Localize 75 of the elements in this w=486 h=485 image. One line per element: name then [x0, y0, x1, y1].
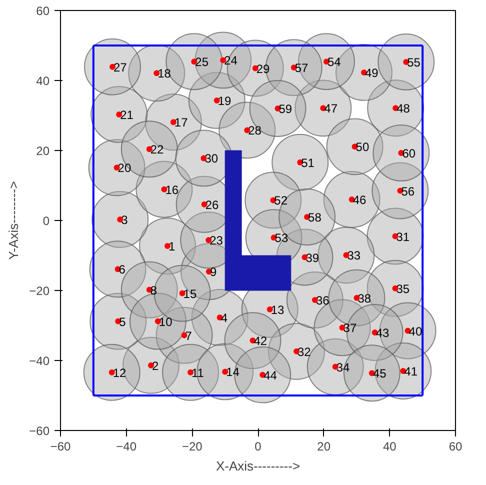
y-tick-label: −60 [29, 424, 50, 438]
annotation: 49 [364, 66, 379, 80]
x-tick-label: 40 [382, 440, 397, 454]
annotation: 32 [298, 344, 312, 359]
annotation: 36 [316, 293, 330, 308]
annotation: 43 [376, 326, 390, 340]
x-tick-label: −40 [116, 440, 137, 454]
annotation: 59 [278, 102, 292, 116]
annotation: 16 [165, 182, 179, 197]
annotation: 34 [336, 360, 350, 374]
annotation: 60 [402, 146, 416, 160]
annotation: 11 [192, 366, 204, 380]
y-tick-label: 20 [36, 144, 50, 158]
annotation: 52 [274, 194, 288, 208]
annotation: 13 [270, 302, 285, 317]
annotation: 7 [185, 328, 192, 343]
annotation: 38 [358, 291, 372, 306]
annotation: 57 [294, 61, 309, 76]
annotation: 15 [183, 286, 197, 301]
annotation: 26 [205, 198, 220, 212]
x-tick-label: −20 [182, 440, 203, 454]
annotation: 17 [174, 116, 188, 130]
y-tick-label: −40 [29, 354, 50, 368]
y-tick-label: 0 [42, 214, 50, 228]
annotation: 48 [396, 102, 410, 116]
annotation: 31 [396, 230, 410, 244]
annotation: 50 [356, 140, 370, 154]
annotation: 55 [407, 55, 421, 70]
annotation: 27 [114, 60, 128, 74]
annotation: 1 [168, 240, 176, 254]
y-axis-title: Y-Axis--------> [6, 181, 22, 260]
annotation: 10 [158, 314, 173, 329]
annotation: 23 [210, 234, 224, 248]
annotation: 24 [224, 54, 238, 68]
annotation: 39 [306, 250, 320, 265]
annotation: 35 [396, 282, 410, 296]
annotation: 45 [372, 366, 387, 381]
annotation: 54 [327, 55, 342, 70]
annotation: 47 [324, 102, 338, 116]
annotation: 19 [218, 94, 232, 108]
x-tick-label: 20 [317, 440, 331, 454]
annotation: 51 [301, 156, 315, 170]
y-tick-label: 40 [36, 74, 50, 88]
annotation: 46 [352, 193, 366, 207]
annotation: 22 [150, 142, 164, 157]
annotation: 6 [118, 262, 126, 277]
annotation: 41 [404, 364, 418, 378]
annotation: 12 [112, 366, 127, 380]
y-tick-label: 60 [36, 4, 50, 18]
annotation: 25 [195, 55, 209, 70]
x-tick-label: 0 [254, 440, 262, 454]
annotation: 56 [401, 184, 415, 198]
annotation: 29 [256, 62, 270, 76]
annotation: 4 [220, 310, 228, 325]
x-tick-label: −60 [50, 440, 72, 454]
annotation: 18 [158, 66, 172, 81]
annotation: 53 [274, 231, 288, 246]
annotation: 3 [121, 212, 128, 227]
x-tick-label: 60 [448, 440, 462, 454]
annotation: 14 [226, 365, 240, 380]
annotation: 2 [152, 358, 160, 373]
annotation: 8 [150, 283, 158, 298]
annotation: 37 [343, 321, 357, 336]
annotation: 9 [210, 265, 217, 280]
annotation: 58 [308, 210, 322, 224]
y-tick-label: −20 [29, 284, 50, 298]
annotation: 5 [119, 314, 126, 329]
annotation: 20 [118, 161, 132, 176]
annotation: 33 [347, 248, 361, 263]
annotation: 21 [120, 108, 134, 122]
annotation: 44 [264, 368, 278, 382]
annotation: 28 [248, 124, 262, 138]
annotation: 30 [204, 152, 218, 166]
x-axis-title: X-Axis---------> [216, 458, 300, 474]
annotation: 42 [254, 334, 268, 348]
